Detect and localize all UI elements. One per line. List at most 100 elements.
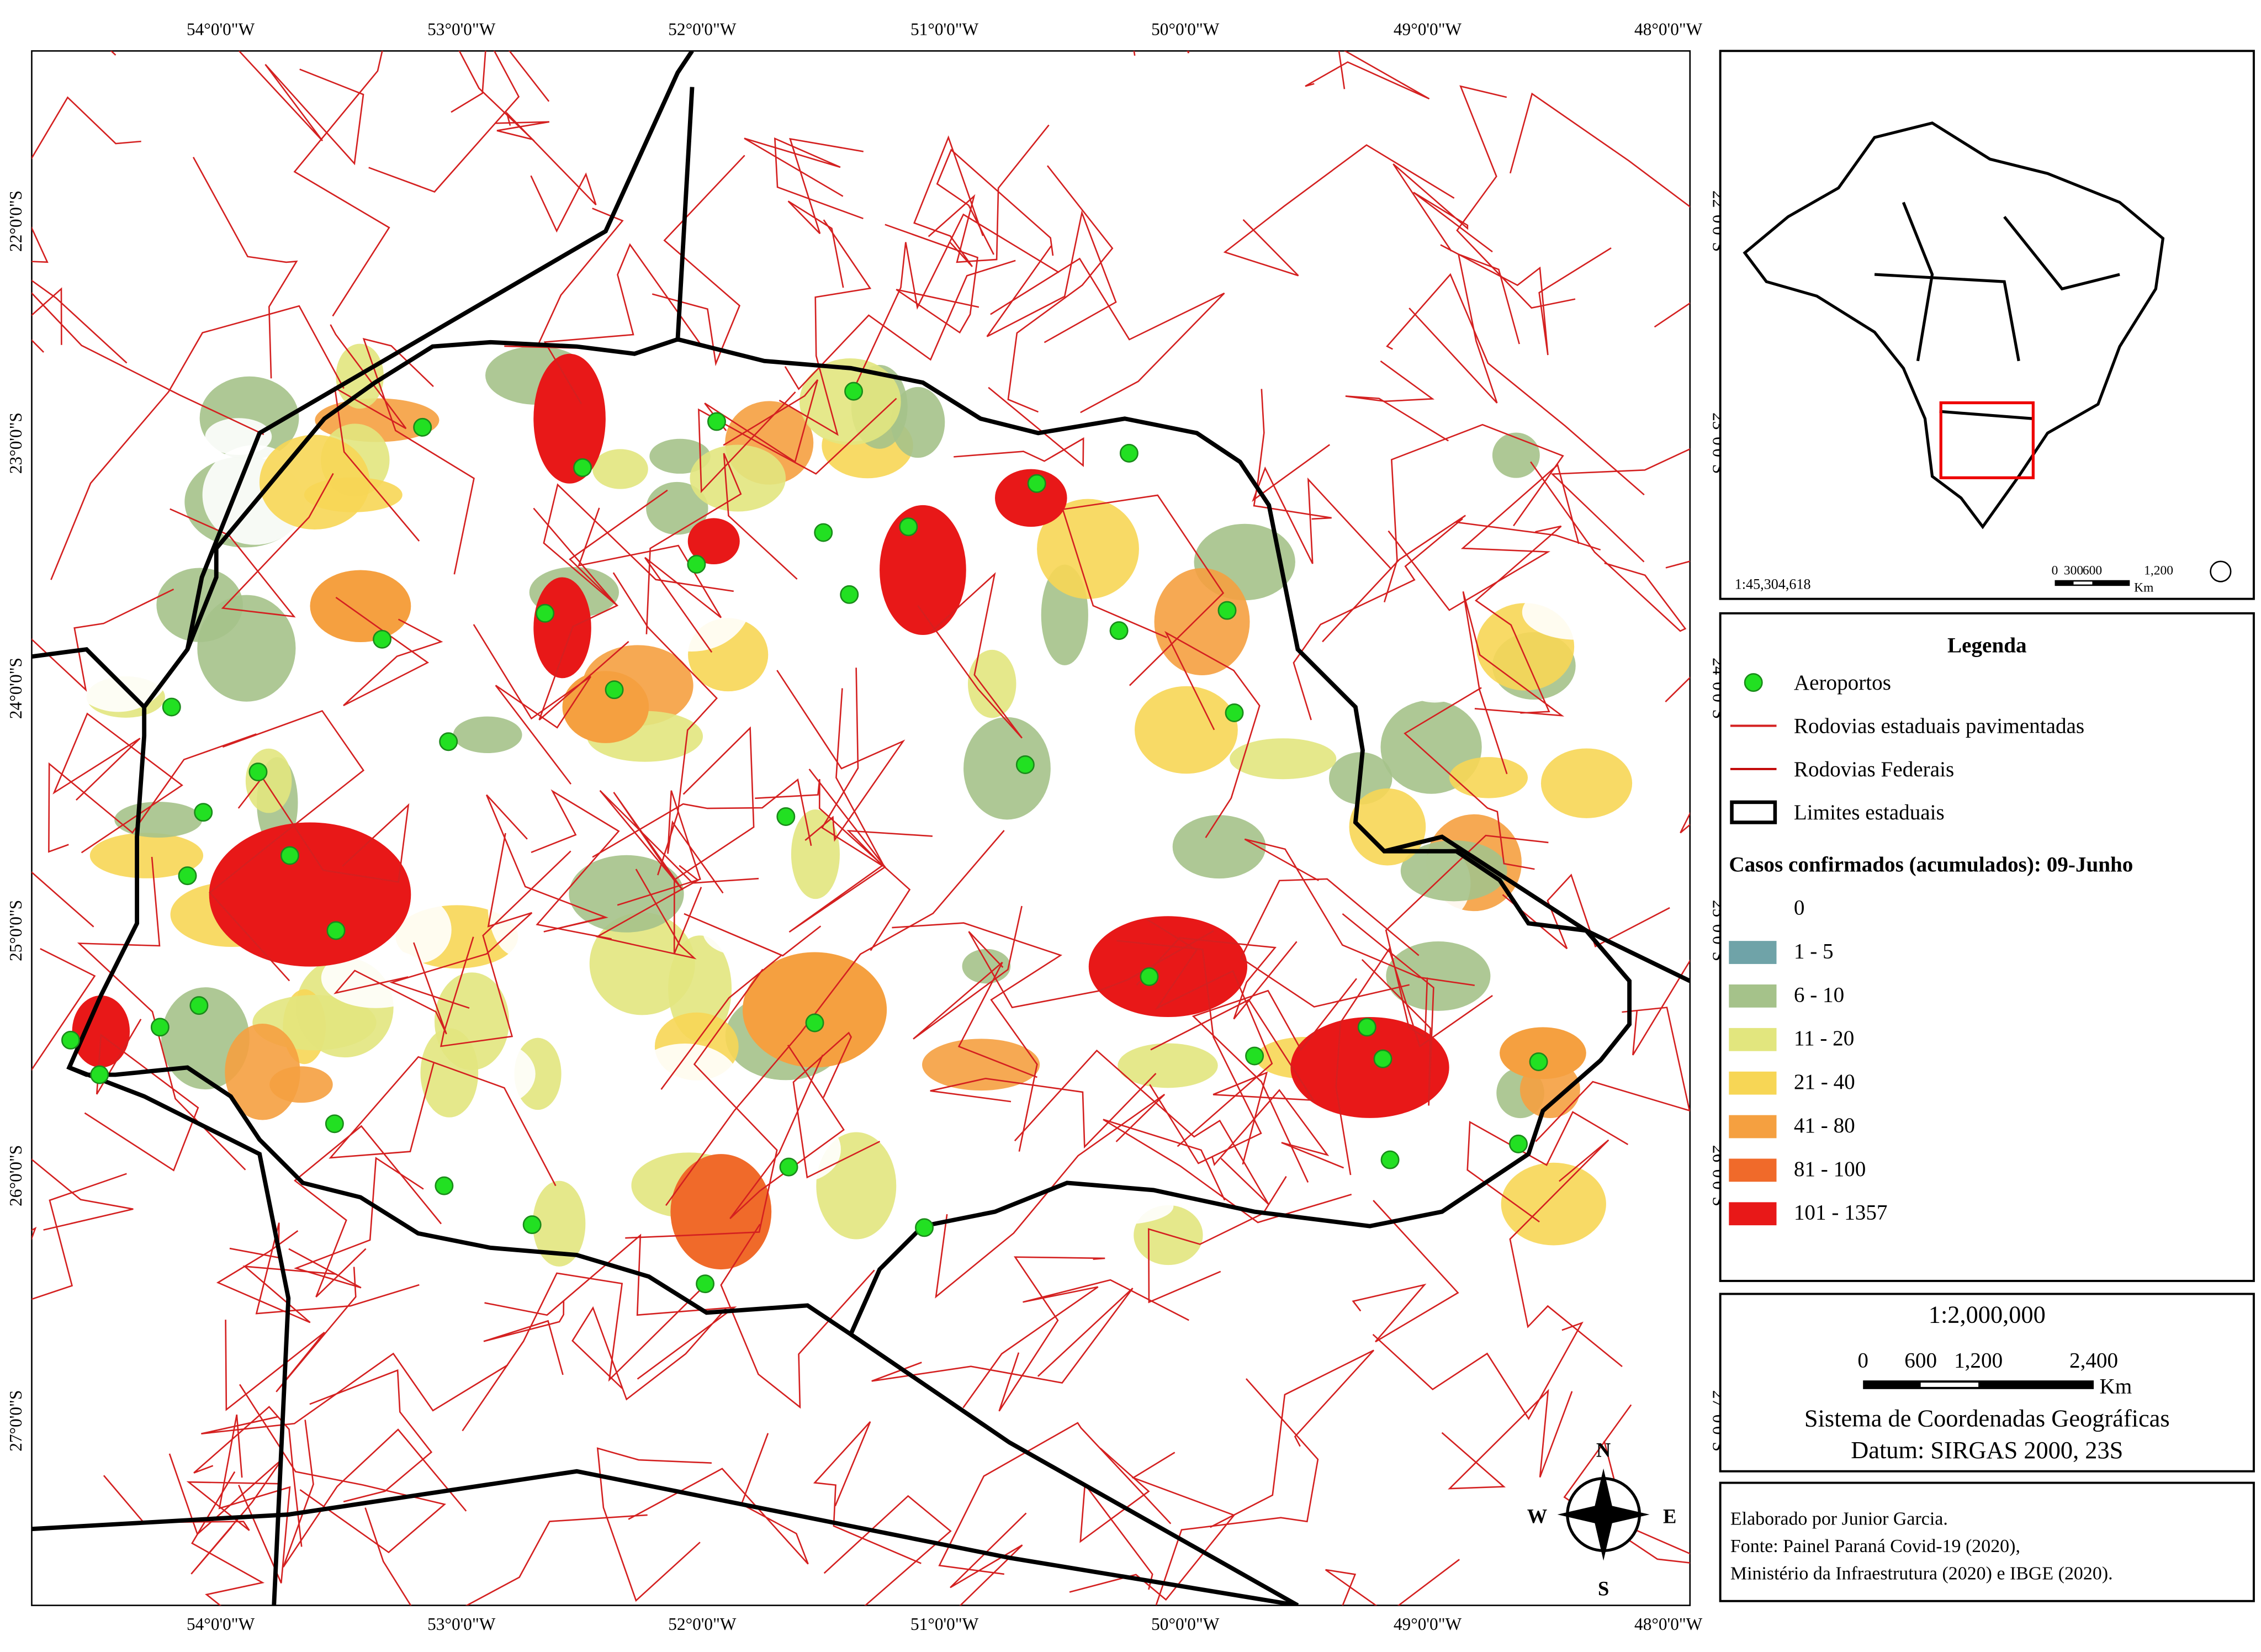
road [485, 794, 608, 933]
municipality-patch [1154, 568, 1250, 676]
airport [194, 803, 213, 822]
municipality-patch [758, 1116, 841, 1183]
road [885, 224, 979, 334]
airport [779, 1157, 798, 1177]
municipality-patch [703, 908, 782, 956]
road [578, 507, 722, 653]
road [229, 1222, 420, 1315]
road [191, 1471, 265, 1606]
road [1148, 1176, 1287, 1304]
road [1550, 448, 1690, 563]
airport [1529, 1052, 1548, 1071]
road [31, 287, 62, 345]
road [1325, 1559, 1460, 1606]
municipality-patch [1400, 840, 1507, 902]
airport [536, 603, 555, 623]
coordinate-system: Datum: SIRGAS 2000, 23S [1851, 1436, 2123, 1464]
road [473, 624, 592, 785]
road [704, 379, 819, 463]
longitude-label: 52°0'0"W [668, 20, 737, 39]
road [792, 1031, 881, 1179]
airport [1140, 967, 1159, 986]
municipality-patch [95, 446, 179, 538]
road [216, 1230, 336, 1323]
road [31, 589, 174, 692]
longitude-label: 51°0'0"W [910, 20, 979, 39]
scale-bar [1920, 1383, 1979, 1387]
road [1014, 1049, 1269, 1205]
road [31, 226, 49, 353]
road [1440, 244, 1612, 356]
road [543, 243, 702, 405]
municipality-patch [1357, 470, 1471, 580]
road [1456, 85, 1576, 309]
high-cases-area [533, 353, 606, 484]
airport [1027, 474, 1046, 493]
state-border [31, 647, 146, 709]
road [1211, 1089, 1344, 1169]
latitude-label: 24°0'0"S [6, 658, 25, 719]
credits: Fonte: Painel Paraná Covid-19 (2020), [1730, 1536, 2020, 1556]
legend-label: Limites estaduais [1794, 801, 1945, 824]
road [31, 948, 96, 1071]
airport [326, 921, 346, 940]
airport [150, 1018, 170, 1037]
road [209, 709, 365, 982]
municipality-patch [799, 358, 901, 445]
road [729, 1045, 845, 1219]
road [31, 1173, 127, 1300]
municipality-patch [89, 833, 204, 878]
state-border [849, 1332, 1299, 1606]
area-81-100 [670, 1154, 772, 1270]
legend-class-label: 81 - 100 [1794, 1157, 1866, 1181]
municipality-patch [1540, 748, 1633, 818]
legend-swatch [1729, 984, 1777, 1008]
road [389, 833, 533, 1009]
legend-class-label: 41 - 80 [1794, 1114, 1855, 1137]
municipality-patch [891, 386, 945, 458]
municipality-patch [1230, 738, 1337, 780]
road [645, 453, 798, 634]
legend-swatch [1729, 1071, 1777, 1095]
latitude-label: 26°0'0"S [6, 1145, 25, 1206]
municipality-patch [156, 568, 243, 642]
road [31, 871, 94, 928]
legend-class-label: 101 - 1357 [1794, 1201, 1888, 1225]
road [1383, 423, 1564, 603]
municipality-patch [791, 809, 840, 899]
longitude-label: 50°0'0"W [1151, 1614, 1220, 1634]
road [871, 1288, 1134, 1384]
road [309, 1369, 433, 1503]
legend-class-label: 0 [1794, 896, 1805, 920]
road [1466, 1111, 1629, 1222]
municipality-patch [234, 718, 309, 756]
municipality-patch [1522, 584, 1631, 640]
longitude-label: 49°0'0"W [1394, 20, 1462, 39]
road [329, 1056, 557, 1187]
airport [373, 629, 392, 649]
municipality-patch [62, 603, 174, 712]
road [1322, 515, 1601, 643]
main-map [31, 50, 1691, 1606]
airport [1380, 1150, 1400, 1169]
road [103, 1475, 278, 1531]
road [652, 155, 745, 367]
legend-swatch [1729, 897, 1777, 921]
legend-swatch [1729, 941, 1777, 964]
road [612, 572, 718, 876]
road [625, 968, 778, 1239]
road [31, 96, 141, 160]
road [335, 596, 443, 706]
high-cases-area [533, 577, 591, 679]
airport [573, 458, 592, 477]
legend-label: Rodovias estaduais pavimentadas [1794, 714, 2084, 738]
scale-label: 1,200 [1954, 1349, 2003, 1373]
municipality-patch [632, 546, 752, 652]
map-content [31, 51, 1690, 1606]
road [1386, 273, 1645, 496]
road [1392, 163, 1493, 253]
road [1342, 913, 1434, 1106]
airport [1217, 601, 1237, 620]
mid-cases-area [310, 570, 411, 643]
municipality-patch [1521, 326, 1617, 434]
